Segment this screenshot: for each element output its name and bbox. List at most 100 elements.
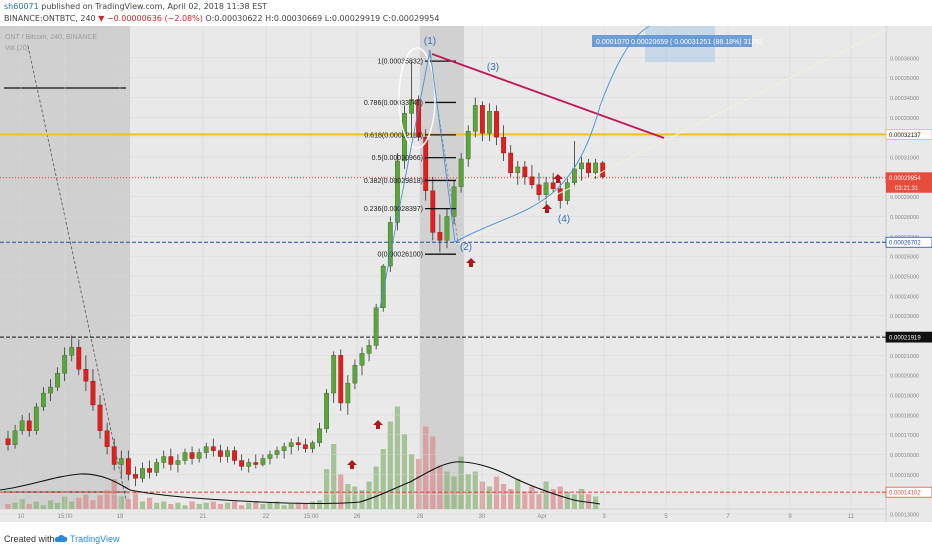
candle-down xyxy=(508,152,514,174)
candle-down xyxy=(338,355,344,404)
candle-down xyxy=(437,232,443,241)
volume-bar xyxy=(543,481,549,509)
wave-labels: (1) (2) (3) (4) xyxy=(424,36,570,253)
volume-bar xyxy=(189,501,195,509)
price-line-label-box xyxy=(885,331,932,343)
candle-up xyxy=(274,450,280,455)
volume-bar xyxy=(90,500,96,509)
volume-bar xyxy=(196,504,202,509)
candle-up xyxy=(281,446,287,451)
candle-down xyxy=(600,162,606,178)
volume-bar xyxy=(486,486,493,509)
footer: Created with TradingView xyxy=(0,528,932,550)
volume-bar xyxy=(324,469,330,509)
volume-bar xyxy=(69,501,75,509)
volume-bar xyxy=(12,502,18,509)
measure-box[interactable] xyxy=(592,35,752,47)
price-tick-label: 0.00029000 xyxy=(890,195,919,201)
candle-down xyxy=(111,446,117,465)
candle-up xyxy=(55,373,60,388)
volume-bar xyxy=(246,502,252,509)
candle-up xyxy=(175,460,181,465)
volume-bar xyxy=(585,494,592,509)
volume-bar xyxy=(161,501,167,509)
candle-up xyxy=(345,382,351,404)
time-tick-label: Apr xyxy=(537,514,546,520)
price-chart[interactable]: ONT / Bitcoin, 240, BINANCE Vol (20) 1(0… xyxy=(0,26,932,528)
candle-down xyxy=(253,462,259,465)
candle-down xyxy=(133,474,138,479)
candle-up xyxy=(154,462,160,473)
volume-bar xyxy=(147,497,153,509)
time-tick-label: 15:00 xyxy=(57,514,73,520)
candle-up xyxy=(246,462,252,467)
volume-bar xyxy=(76,497,82,509)
volume-bar xyxy=(401,434,408,509)
volume-bar xyxy=(210,501,216,509)
candle-down xyxy=(423,136,429,191)
time-axis: 10 15:00 18 21 22 15:00 26 28 30 Apr 3 5 7 9 11 xyxy=(18,514,855,520)
fibonacci-retracement[interactable]: 1(0.00035832) 0.786(0.00033749) 0.618(0.00… xyxy=(364,59,456,259)
volume-bar xyxy=(345,484,351,509)
volume-bar xyxy=(5,504,11,509)
volume-bar xyxy=(274,501,280,509)
candle-up xyxy=(203,446,209,453)
time-tick-label: 15:00 xyxy=(303,514,319,520)
volume-bar xyxy=(380,449,386,509)
volume-bar xyxy=(387,421,393,509)
candle-down xyxy=(302,444,308,449)
time-tick-label: 28 xyxy=(417,514,424,520)
time-tick-label: 18 xyxy=(117,514,124,520)
candle-up xyxy=(451,186,457,217)
price-line-label-box xyxy=(885,236,932,248)
candle-up xyxy=(366,345,372,354)
volume-bar xyxy=(479,481,485,509)
volume-bar xyxy=(62,496,68,509)
candle-up xyxy=(41,392,46,408)
candle-down xyxy=(26,420,32,431)
candle-down xyxy=(430,190,436,233)
tradingview-link[interactable]: TradingView xyxy=(70,534,120,544)
candle-up xyxy=(373,307,379,346)
candle-down xyxy=(168,456,174,465)
wave-1-highlight xyxy=(398,47,436,149)
price-tick-label: 0.00018000 xyxy=(890,413,919,419)
legend-volume: Vol (20) xyxy=(5,45,29,52)
volume-bar xyxy=(352,486,358,509)
volume-bar xyxy=(267,502,273,509)
publish-line: sh60071 published on TradingView.com, Ap… xyxy=(4,2,267,11)
candle-up xyxy=(380,265,386,308)
volume-bar xyxy=(465,474,471,509)
volume-bar xyxy=(522,491,528,509)
volume-bar xyxy=(97,495,103,509)
price-tick-label: 0.00023000 xyxy=(890,314,919,320)
volume-bar xyxy=(132,491,139,509)
up-arrow-icon xyxy=(373,420,383,429)
volume-bar xyxy=(260,504,266,509)
buy-arrows xyxy=(347,174,563,469)
time-axis-background xyxy=(0,509,886,522)
time-tick-label: 22 xyxy=(263,514,270,520)
time-tick-label: 10 xyxy=(18,514,25,520)
volume-bar xyxy=(118,496,124,509)
candle-up xyxy=(465,130,471,160)
volume-bar xyxy=(54,502,61,509)
candle-up xyxy=(118,458,124,465)
resistance-trendline[interactable] xyxy=(431,53,665,139)
volume-bar xyxy=(139,501,146,509)
volume-bar xyxy=(316,500,323,509)
volume-moving-average xyxy=(0,461,601,505)
wave-label: (1) xyxy=(424,36,436,47)
price-line-label: 0.00026702 xyxy=(889,241,921,247)
price-tick-label: 0.00028000 xyxy=(890,215,919,221)
candle-down xyxy=(104,430,110,447)
author-link[interactable]: sh60071 xyxy=(4,2,39,11)
volume-bar xyxy=(19,499,25,509)
volume-bar xyxy=(175,502,181,509)
price-tick-label: 0.00016000 xyxy=(890,453,919,459)
candle-up xyxy=(196,452,202,459)
volume-bar xyxy=(253,501,259,509)
price-line-label: 0.00014102 xyxy=(889,491,921,497)
candle-down xyxy=(586,162,591,174)
volume-bar xyxy=(529,486,535,509)
